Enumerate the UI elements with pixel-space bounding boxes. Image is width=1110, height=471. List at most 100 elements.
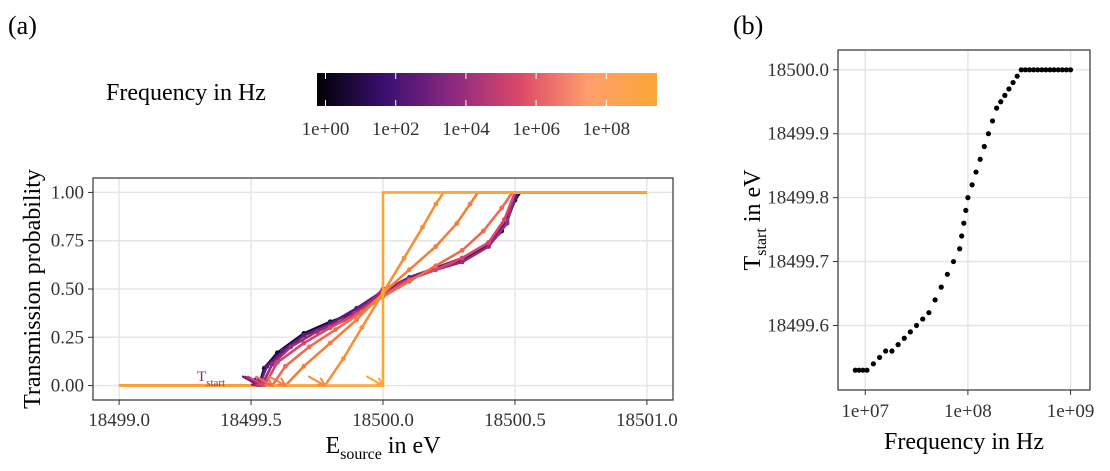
data-point <box>998 99 1004 105</box>
data-point <box>950 258 957 265</box>
series-line <box>119 191 647 387</box>
series-point <box>314 329 320 334</box>
data-point <box>965 195 971 201</box>
plot-b-ticks: 1e+07 1e+08 1e+09 18499.6 18499.7 18499.8 1849… <box>767 60 1094 422</box>
series-point <box>359 325 365 331</box>
plot-a-start-markers <box>241 375 385 387</box>
x-tick-label: 18499.5 <box>220 410 282 431</box>
data-point <box>938 284 944 290</box>
data-point <box>913 322 920 329</box>
data-point <box>1063 67 1070 73</box>
series-point <box>499 205 505 211</box>
data-point <box>1014 73 1020 79</box>
series-point <box>433 263 439 269</box>
data-point <box>1002 92 1008 98</box>
x-tick-label: 1e+08 <box>944 401 992 422</box>
data-point <box>957 246 963 252</box>
plot-a-series <box>119 191 647 387</box>
series-point <box>454 220 460 226</box>
data-point <box>926 310 932 316</box>
series-point <box>501 217 507 222</box>
data-point <box>1059 67 1065 73</box>
x-tick-label: 18500.0 <box>352 410 414 431</box>
data-point <box>1047 67 1053 73</box>
data-point <box>864 367 870 373</box>
series-point <box>264 363 270 369</box>
y-tick-label: 18499.6 <box>767 315 829 336</box>
series-point <box>486 244 491 249</box>
y-tick-label: 0.75 <box>51 231 84 252</box>
series-line <box>119 191 647 387</box>
t-start-arrow <box>255 375 275 387</box>
data-point <box>889 348 895 354</box>
series-point <box>406 267 412 273</box>
x-tick-label: 18500.5 <box>484 410 546 431</box>
y-tick-label: 1.00 <box>51 182 84 203</box>
plot-a-x-title: Esource in eV <box>325 433 441 463</box>
series-point <box>401 255 407 261</box>
colorbar <box>317 73 657 106</box>
series-point <box>327 340 333 346</box>
data-point <box>981 143 987 150</box>
series-point <box>406 278 412 284</box>
x-tick-label: 18501.0 <box>616 410 678 431</box>
series-point <box>282 363 288 369</box>
legend: Frequency in Hz 1e+00 1e+02 1e+04 1e+06 1e+0… <box>106 73 657 140</box>
y-tick-label: 0.25 <box>51 327 84 348</box>
plot-a-y-title: Transmission probability <box>20 169 46 409</box>
t-start-annotation: Tstart <box>197 369 225 389</box>
data-point <box>1067 67 1074 73</box>
colorbar-label: 1e+02 <box>372 119 420 140</box>
series-point <box>433 267 439 273</box>
y-tick-label: 18499.9 <box>767 124 829 145</box>
data-point <box>944 271 950 277</box>
series-point <box>269 361 275 367</box>
data-point <box>895 342 901 348</box>
series-point <box>420 224 425 230</box>
plot-a-ticks: 18499.0 18499.5 18500.0 18500.5 18501.0 0.00 0… <box>51 182 678 431</box>
x-tick-label: 1e+09 <box>1047 401 1095 422</box>
data-point <box>860 367 866 373</box>
series-point <box>301 363 307 369</box>
series-point <box>459 247 465 253</box>
series-point <box>341 356 346 361</box>
t-start-arrow <box>268 375 288 387</box>
data-point <box>1018 67 1024 73</box>
colorbar-label: 1e+00 <box>302 119 350 140</box>
data-point <box>969 182 975 188</box>
panel-b-label: (b) <box>733 11 763 40</box>
data-point <box>920 316 926 322</box>
data-point <box>1010 79 1016 86</box>
data-point <box>1022 67 1028 73</box>
colorbar-label: 1e+08 <box>583 119 631 140</box>
data-point <box>973 169 979 175</box>
data-point <box>883 348 889 354</box>
y-tick-label: 0.50 <box>51 279 84 300</box>
data-point <box>1051 67 1057 73</box>
data-point <box>1006 86 1012 92</box>
data-point <box>989 118 996 124</box>
plot-b-border <box>837 49 1091 391</box>
colorbar-label: 1e+04 <box>442 119 490 140</box>
series-point <box>504 220 510 226</box>
data-point <box>901 335 907 341</box>
t-start-arrow <box>366 375 385 387</box>
y-tick-label: 18499.8 <box>767 188 829 209</box>
panel-a-label: (a) <box>8 11 37 40</box>
colorbar-label: 1e+06 <box>512 119 560 140</box>
series-line <box>119 191 647 387</box>
series-point <box>459 255 465 261</box>
plot-b-points <box>852 67 1074 373</box>
data-point <box>1039 67 1045 73</box>
y-tick-label: 18500.0 <box>767 60 829 81</box>
y-tick-label: 18499.7 <box>767 252 829 273</box>
data-point <box>852 367 858 373</box>
colorbar-labels: 1e+00 1e+02 1e+04 1e+06 1e+08 <box>302 73 631 140</box>
t-start-arrow <box>247 375 267 387</box>
series-point <box>354 317 360 323</box>
data-point <box>977 156 983 162</box>
series-line <box>119 191 647 387</box>
t-start-arrow <box>307 375 327 387</box>
data-point <box>907 329 913 335</box>
panel-b: (b) 1e+07 1e+08 1e+09 18499.6 18499.7 18499.8… <box>733 11 1094 455</box>
